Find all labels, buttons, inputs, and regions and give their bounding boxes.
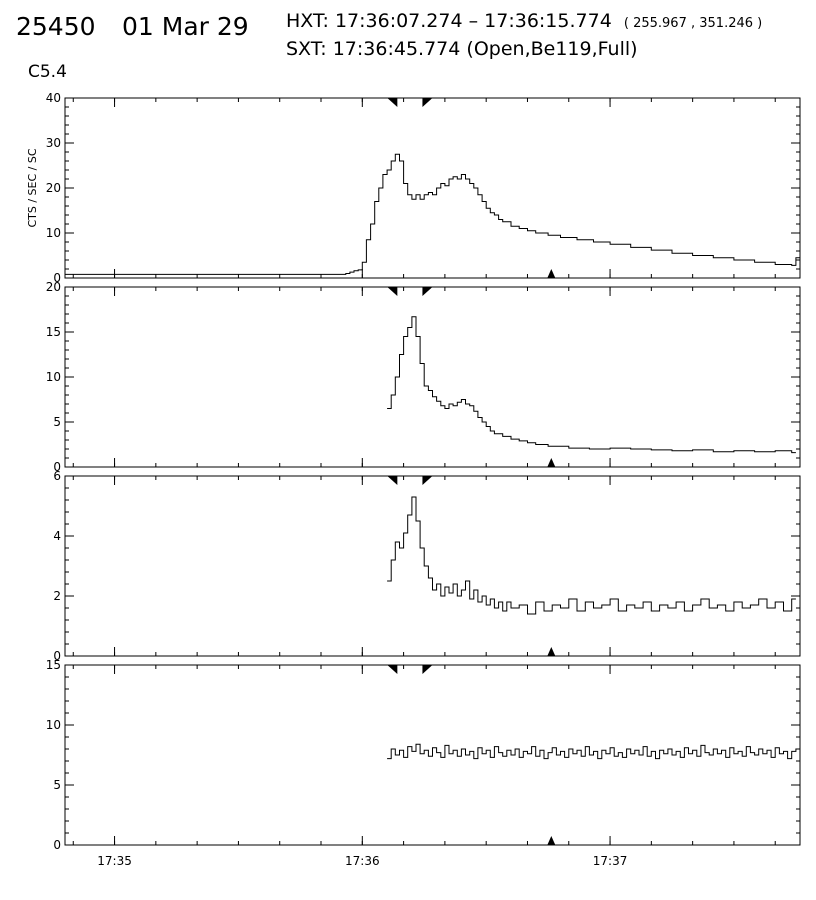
panel-1-hxt-start-marker <box>387 98 398 107</box>
hxt-line: HXT: 17:36:07.274 – 17:36:15.774 ( 255.9… <box>286 12 762 31</box>
panel-2-y-tick-label-4: 20 <box>46 280 61 294</box>
x-tick-label-1: 17:36 <box>345 854 380 868</box>
panel-4-sxt-marker <box>547 836 556 845</box>
panel-1-y-tick-label-2: 20 <box>46 181 61 195</box>
goes-class: C5.4 <box>28 62 67 82</box>
panel-1-y-tick-label-1: 10 <box>46 226 61 240</box>
panel-4-y-tick-label-3: 15 <box>46 658 61 672</box>
panel-4-hxt-start-marker <box>387 665 398 674</box>
panel-3-sxt-marker <box>547 647 556 656</box>
x-tick-label-2: 17:37 <box>593 854 628 868</box>
panel-4-light-curve <box>387 743 800 760</box>
panel-2-frame <box>64 286 801 468</box>
hxt-label: HXT: <box>286 10 329 32</box>
event-id: 25450 <box>16 12 96 41</box>
panel-3-hxt-start-marker <box>387 476 398 485</box>
panel-2-light-curve <box>387 316 796 454</box>
panel-1-sxt-marker <box>547 269 556 278</box>
sxt-params: (Open,Be119,Full) <box>466 38 638 60</box>
panel-3-light-curve <box>387 496 796 615</box>
panel-2-y-tick-label-3: 15 <box>46 325 61 339</box>
event-date: 01 Mar 29 <box>122 12 249 41</box>
panel-4-frame <box>64 664 801 846</box>
panel-3-y-tick-label-0: 0 <box>53 649 61 663</box>
panel-2-y-tick-label-1: 5 <box>53 415 61 429</box>
panel-1-frame <box>64 97 801 279</box>
sxt-label: SXT: <box>286 38 327 60</box>
panel-3-frame <box>64 475 801 657</box>
panel-1-y-tick-label-4: 40 <box>46 91 61 105</box>
panel-2-y-tick-label-2: 10 <box>46 370 61 384</box>
panel-1-y-tick-label-3: 30 <box>46 136 61 150</box>
y-axis-label: CTS / SEC / SC <box>26 148 39 227</box>
panel-1-light-curve <box>65 153 800 275</box>
panel-1-y-tick-label-0: 0 <box>53 271 61 285</box>
panel-4-y-tick-label-0: 0 <box>53 838 61 852</box>
hxt-range: 17:36:07.274 – 17:36:15.774 <box>334 10 612 32</box>
panel-2-y-tick-label-0: 0 <box>53 460 61 474</box>
panel-4-hxt-end-marker <box>422 665 433 674</box>
panel-4-y-tick-label-2: 10 <box>46 718 61 732</box>
panel-2-hxt-start-marker <box>387 287 398 296</box>
panel-2-hxt-end-marker <box>422 287 433 296</box>
panel-3-y-tick-label-1: 2 <box>53 589 61 603</box>
hxt-coords: ( 255.967 , 351.246 ) <box>623 16 763 31</box>
panel-1-hxt-end-marker <box>422 98 433 107</box>
panel-4-y-tick-label-1: 5 <box>53 778 61 792</box>
panel-3-y-tick-label-2: 4 <box>53 529 61 543</box>
x-tick-label-0: 17:35 <box>97 854 132 868</box>
sxt-time: 17:36:45.774 <box>332 38 461 60</box>
panel-3-hxt-end-marker <box>422 476 433 485</box>
panel-3-y-tick-label-3: 6 <box>53 469 61 483</box>
panel-2-sxt-marker <box>547 458 556 467</box>
sxt-line: SXT: 17:36:45.774 (Open,Be119,Full) <box>286 40 638 59</box>
